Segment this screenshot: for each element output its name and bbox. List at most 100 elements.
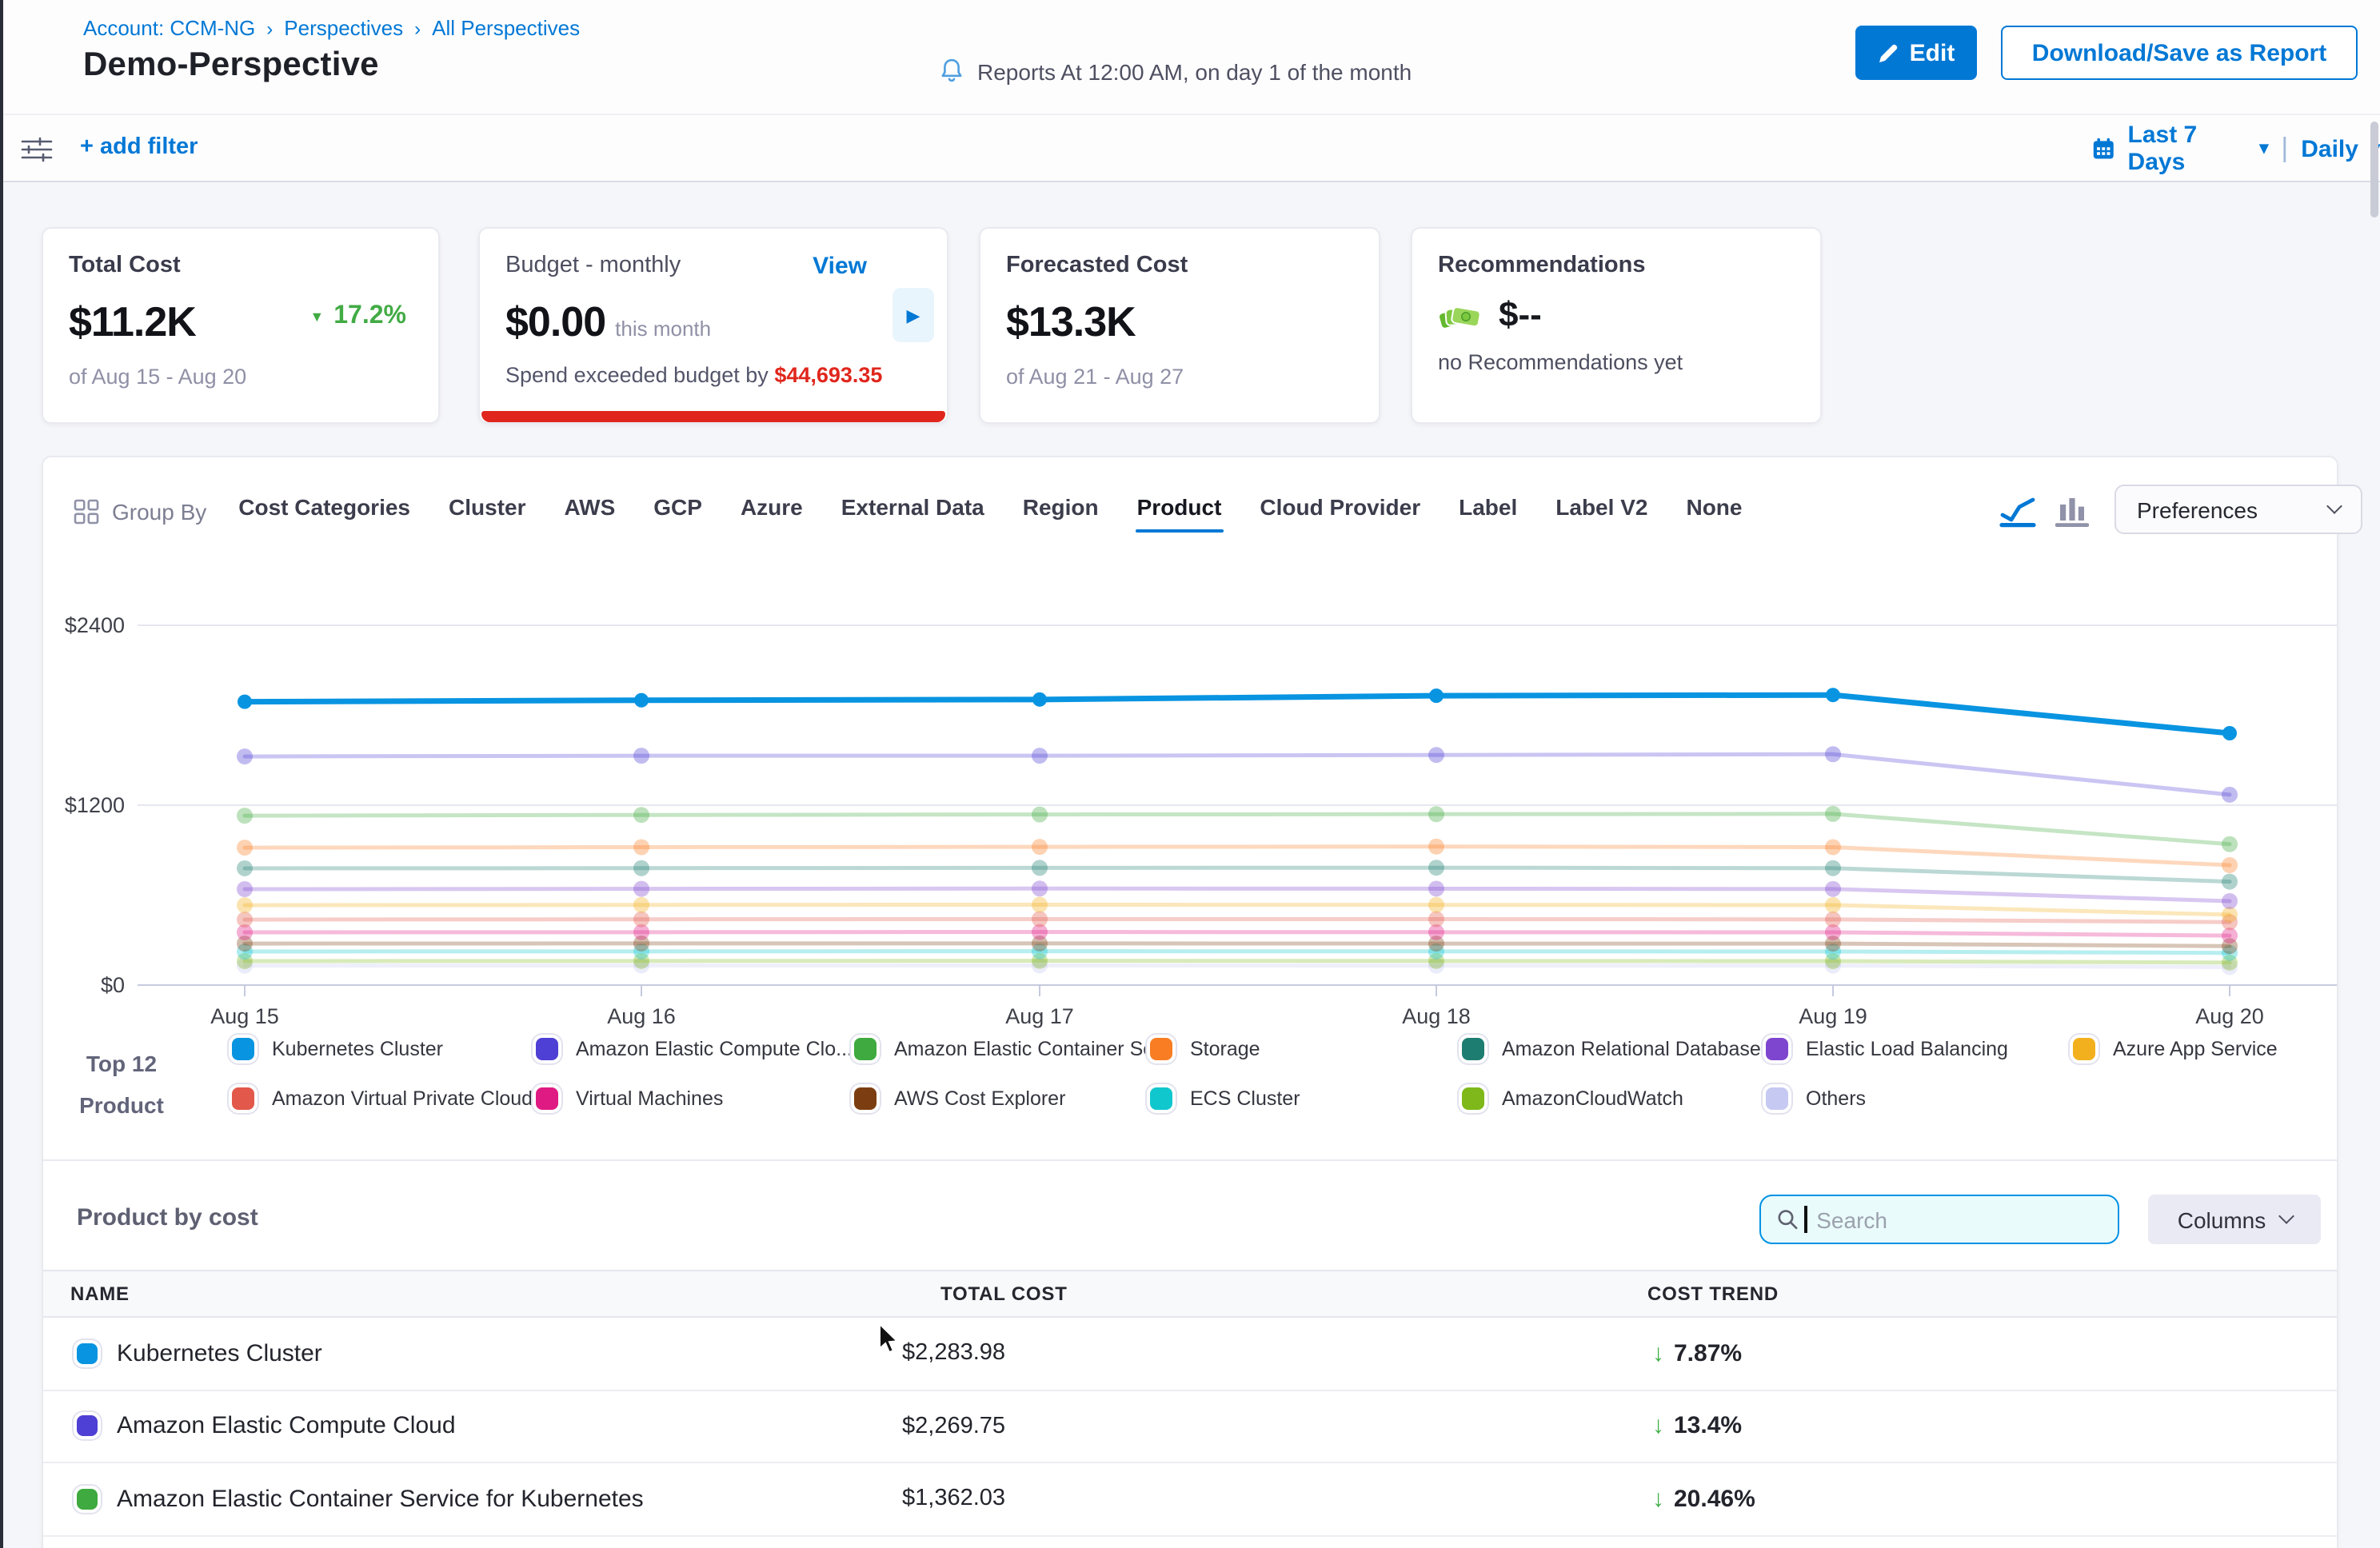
data-point: [633, 935, 649, 952]
tab-azure[interactable]: Azure: [739, 491, 805, 533]
data-point: [1825, 896, 1841, 913]
download-save-report-button[interactable]: Download/Save as Report: [2001, 26, 2358, 80]
row-cost-trend: ↓ 7.87%: [1652, 1340, 2337, 1367]
legend-swatch: [1462, 1087, 1484, 1110]
legend-caption-line2: Product: [79, 1092, 164, 1118]
data-point: [1428, 952, 1444, 969]
data-point: [633, 748, 649, 764]
breadcrumb-perspectives-link[interactable]: Perspectives: [284, 16, 404, 40]
data-point: [1825, 924, 1841, 940]
column-header-cost-trend: COST TREND: [1647, 1283, 1779, 1305]
data-point: [1032, 952, 1048, 969]
legend-caption-line1: Top 12: [86, 1051, 158, 1076]
columns-dropdown[interactable]: Columns: [2148, 1195, 2321, 1244]
tab-aws[interactable]: AWS: [562, 491, 617, 533]
legend-item-amazoncloudwatch[interactable]: AmazonCloudWatch: [1462, 1083, 1766, 1115]
bar-chart-toggle[interactable]: [2052, 491, 2090, 529]
budget-value: $0.00 this month: [505, 297, 921, 347]
data-point: [238, 694, 252, 709]
budget-exceeded-amount: $44,693.35: [774, 363, 883, 387]
tab-none[interactable]: None: [1684, 491, 1743, 533]
legend-item-elastic-load-balancing[interactable]: Elastic Load Balancing: [1766, 1033, 2073, 1065]
legend-swatch: [1462, 1038, 1484, 1060]
budget-exceeded-note: Spend exceeded budget by $44,693.35: [505, 363, 921, 387]
forecasted-cost-value: $13.3K: [1006, 297, 1136, 345]
legend-swatch: [536, 1038, 558, 1060]
report-schedule: Reports At 12:00 AM, on day 1 of the mon…: [939, 58, 1412, 85]
breadcrumb-account-link[interactable]: Account: CCM-NG: [83, 16, 256, 40]
legend-swatch: [1150, 1087, 1172, 1110]
data-point: [1032, 957, 1048, 974]
card-title: Recommendations: [1438, 253, 1646, 278]
data-point: [1825, 911, 1841, 928]
recommendations-note: no Recommendations yet: [1438, 350, 1683, 374]
data-point: [237, 881, 253, 897]
chart-series-amazon-relational-database: [237, 860, 2238, 890]
x-axis-tick-label: Aug 16: [607, 1004, 676, 1028]
legend-label: Elastic Load Balancing: [1806, 1038, 2008, 1060]
chart-series-azure-app-service: [237, 896, 2238, 923]
data-point: [1825, 860, 1841, 876]
tab-external-data[interactable]: External Data: [840, 491, 986, 533]
data-point: [1826, 688, 1840, 703]
granularity-selector[interactable]: Daily: [2301, 135, 2358, 162]
table-row-amazon-elastic-compute-cloud[interactable]: Amazon Elastic Compute Cloud $2,269.75 ↓ 13…: [43, 1390, 2337, 1463]
legend-item-virtual-machines[interactable]: Virtual Machines: [536, 1083, 854, 1115]
data-point: [1825, 880, 1841, 897]
legend-item-amazon-relational-database[interactable]: Amazon Relational Database ...: [1462, 1033, 1783, 1065]
line-chart-toggle[interactable]: [1998, 491, 2036, 529]
scrollbar-thumb[interactable]: [2370, 122, 2378, 217]
add-filter-button[interactable]: + add filter: [80, 134, 198, 160]
y-axis-tick-label: $2400: [65, 613, 125, 637]
row-name-cell: Amazon Elastic Compute Cloud: [77, 1413, 902, 1440]
cost-line-chart: $0 $1200 $2400 Aug 15 Aug 16 Aug 17 Aug 18 Aug …: [43, 598, 2340, 1046]
legend-item-others[interactable]: Others: [1766, 1083, 2073, 1115]
tab-gcp[interactable]: GCP: [652, 491, 704, 533]
legend-item-aws-cost-explorer[interactable]: AWS Cost Explorer: [854, 1083, 1150, 1115]
tab-label-v2[interactable]: Label V2: [1554, 491, 1649, 533]
legend-item-amazon-virtual-private-cloud[interactable]: Amazon Virtual Private Cloud: [232, 1083, 536, 1115]
tab-cloud-provider[interactable]: Cloud Provider: [1258, 491, 1422, 533]
triangle-down-icon: ▼: [309, 309, 325, 325]
data-point: [1032, 943, 1048, 960]
recommendations-card: Recommendations $-- no Recommendations y…: [1411, 227, 1822, 424]
data-point: [2222, 893, 2238, 909]
data-point: [1032, 880, 1048, 897]
preferences-dropdown[interactable]: Preferences: [2114, 485, 2362, 534]
legend-item-storage[interactable]: Storage: [1150, 1033, 1462, 1065]
table-row-kubernetes-cluster[interactable]: Kubernetes Cluster $2,283.98 ↓ 7.87%: [43, 1318, 2337, 1390]
data-point: [1428, 747, 1444, 764]
tab-label[interactable]: Label: [1457, 491, 1519, 533]
legend-item-ecs-cluster[interactable]: ECS Cluster: [1150, 1083, 1462, 1115]
legend-label: Azure App Service: [2113, 1038, 2278, 1060]
cost-table-body: Kubernetes Cluster $2,283.98 ↓ 7.87% Amazon …: [43, 1318, 2337, 1536]
row-trend-value: 20.46%: [1674, 1485, 1755, 1513]
data-point: [633, 860, 649, 876]
chevron-down-icon[interactable]: ▾: [2259, 138, 2269, 158]
data-point: [1032, 806, 1048, 823]
data-point: [2222, 726, 2237, 740]
legend-item-azure-app-service[interactable]: Azure App Service: [2073, 1033, 2324, 1065]
tab-cost-categories[interactable]: Cost Categories: [237, 491, 412, 533]
tab-cluster[interactable]: Cluster: [447, 491, 527, 533]
row-total-cost: $1,362.03: [902, 1486, 1006, 1512]
breadcrumb-separator-icon: ›: [414, 17, 421, 39]
budget-view-link[interactable]: View: [813, 253, 867, 280]
date-range-selector[interactable]: Last 7 Days: [2127, 122, 2198, 176]
carousel-next-button[interactable]: ▶: [892, 288, 934, 342]
search-input[interactable]: [1813, 1205, 2102, 1234]
tab-product[interactable]: Product: [1135, 491, 1224, 533]
data-point: [2222, 928, 2238, 944]
legend-item-amazon-elastic-compute-clo[interactable]: Amazon Elastic Compute Clo...: [536, 1033, 854, 1065]
filter-sliders-icon[interactable]: [21, 136, 53, 163]
legend-item-amazon-elastic-container-se[interactable]: Amazon Elastic Container Se...: [854, 1033, 1171, 1065]
legend-label: Amazon Elastic Compute Clo...: [576, 1038, 853, 1060]
edit-button[interactable]: Edit: [1855, 26, 1977, 80]
legend-swatch: [2073, 1038, 2095, 1060]
table-row-amazon-elastic-container-service-for-kubernetes[interactable]: Amazon Elastic Container Service for Kub…: [43, 1463, 2337, 1536]
breadcrumb-all-perspectives-link[interactable]: All Perspectives: [432, 16, 581, 40]
legend-item-kubernetes-cluster[interactable]: Kubernetes Cluster: [232, 1033, 536, 1065]
breadcrumb: Account: CCM-NG › Perspectives › All Per…: [83, 16, 580, 40]
tab-region[interactable]: Region: [1021, 491, 1100, 533]
preferences-label: Preferences: [2137, 497, 2258, 522]
